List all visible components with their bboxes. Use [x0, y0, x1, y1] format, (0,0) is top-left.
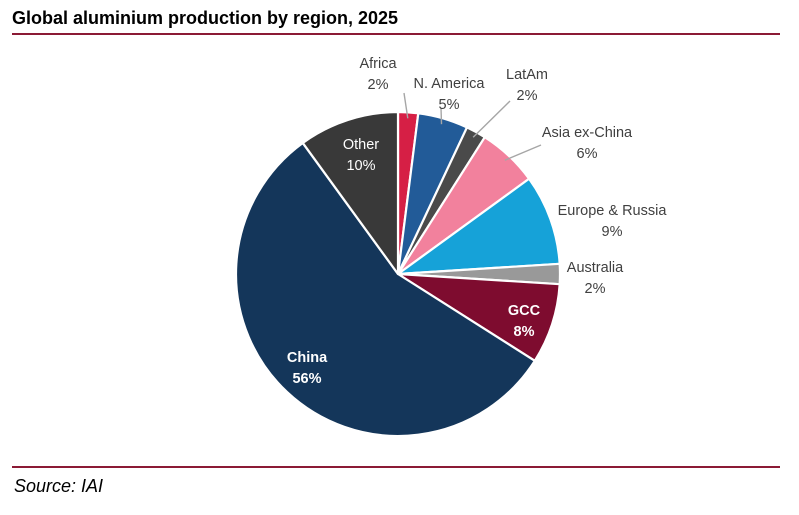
leader-line-africa [403, 92, 409, 119]
slice-value-other: 10% [346, 158, 375, 174]
slice-label-n-america: N. America [414, 76, 486, 92]
pie-slice-china [234, 141, 536, 438]
slice-value-australia: 2% [585, 281, 606, 297]
leader-line-n-america [440, 107, 443, 125]
slice-value-gcc: 8% [514, 324, 535, 340]
slice-label-europe-russia: Europe & Russia [558, 203, 668, 219]
source-note: Source: IAI [14, 476, 104, 496]
leader-line-asia-ex-china [504, 144, 542, 161]
slice-value-latam: 2% [517, 88, 538, 104]
slice-label-china: China [287, 350, 328, 366]
slice-label-australia: Australia [567, 260, 624, 276]
slice-value-africa: 2% [368, 77, 389, 93]
title-rule [12, 33, 780, 35]
pie-slice-europe-russia [396, 177, 561, 276]
slice-label-africa: Africa [359, 56, 397, 72]
chart-title: Global aluminium production by region, 2… [12, 8, 399, 28]
leader-line-latam [472, 100, 511, 138]
slice-label-gcc: GCC [508, 303, 541, 319]
source-rule [12, 466, 780, 468]
pie-slice-other [301, 110, 400, 276]
slice-value-europe-russia: 9% [602, 224, 623, 240]
slice-value-n-america: 5% [439, 97, 460, 113]
slice-value-asia-ex-china: 6% [577, 146, 598, 162]
slice-label-latam: LatAm [506, 67, 548, 83]
slice-label-other: Other [343, 137, 379, 153]
slice-value-china: 56% [292, 371, 321, 387]
slice-label-asia-ex-china: Asia ex-China [542, 125, 633, 141]
